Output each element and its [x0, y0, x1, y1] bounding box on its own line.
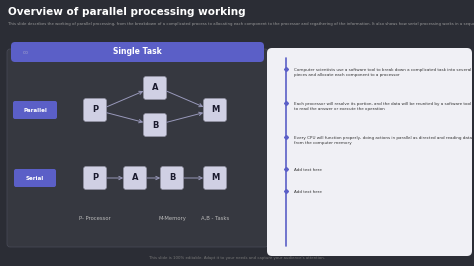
Text: M-Memory: M-Memory [158, 216, 186, 221]
Text: P- Processor: P- Processor [79, 216, 111, 221]
FancyBboxPatch shape [161, 167, 183, 189]
FancyBboxPatch shape [7, 49, 268, 247]
Text: M: M [211, 106, 219, 114]
FancyBboxPatch shape [267, 48, 472, 256]
Text: Each processor will resolve its portion, and the data will be reunited by a soft: Each processor will resolve its portion,… [294, 102, 471, 111]
Text: B: B [152, 120, 158, 130]
FancyBboxPatch shape [13, 101, 57, 119]
FancyBboxPatch shape [124, 167, 146, 189]
Text: Serial: Serial [26, 176, 44, 181]
Text: B: B [169, 173, 175, 182]
FancyBboxPatch shape [14, 169, 56, 187]
Text: Add text here: Add text here [294, 168, 322, 172]
FancyBboxPatch shape [83, 98, 107, 122]
FancyBboxPatch shape [83, 167, 107, 189]
Text: Overview of parallel processing working: Overview of parallel processing working [8, 7, 246, 17]
Text: A: A [152, 84, 158, 93]
Text: M: M [211, 173, 219, 182]
Text: This slide is 100% editable. Adapt it to your needs and capture your audience's : This slide is 100% editable. Adapt it to… [149, 256, 325, 260]
Text: Every CPU will function properly, doing actions in parallel as directed and read: Every CPU will function properly, doing … [294, 136, 472, 145]
Text: A,B - Tasks: A,B - Tasks [201, 216, 229, 221]
FancyBboxPatch shape [144, 77, 166, 99]
FancyBboxPatch shape [144, 114, 166, 136]
FancyBboxPatch shape [11, 42, 264, 62]
Text: Parallel: Parallel [23, 107, 47, 113]
FancyBboxPatch shape [203, 98, 227, 122]
Text: oo: oo [23, 49, 29, 55]
Text: This slide describes the working of parallel processing, from the breakdown of a: This slide describes the working of para… [8, 22, 474, 26]
Text: Computer scientists use a software tool to break down a complicated task into se: Computer scientists use a software tool … [294, 68, 471, 77]
FancyBboxPatch shape [203, 167, 227, 189]
Text: P: P [92, 106, 98, 114]
Text: Single Task: Single Task [113, 48, 162, 56]
Text: A: A [132, 173, 138, 182]
Text: Add text here: Add text here [294, 190, 322, 194]
Text: P: P [92, 173, 98, 182]
